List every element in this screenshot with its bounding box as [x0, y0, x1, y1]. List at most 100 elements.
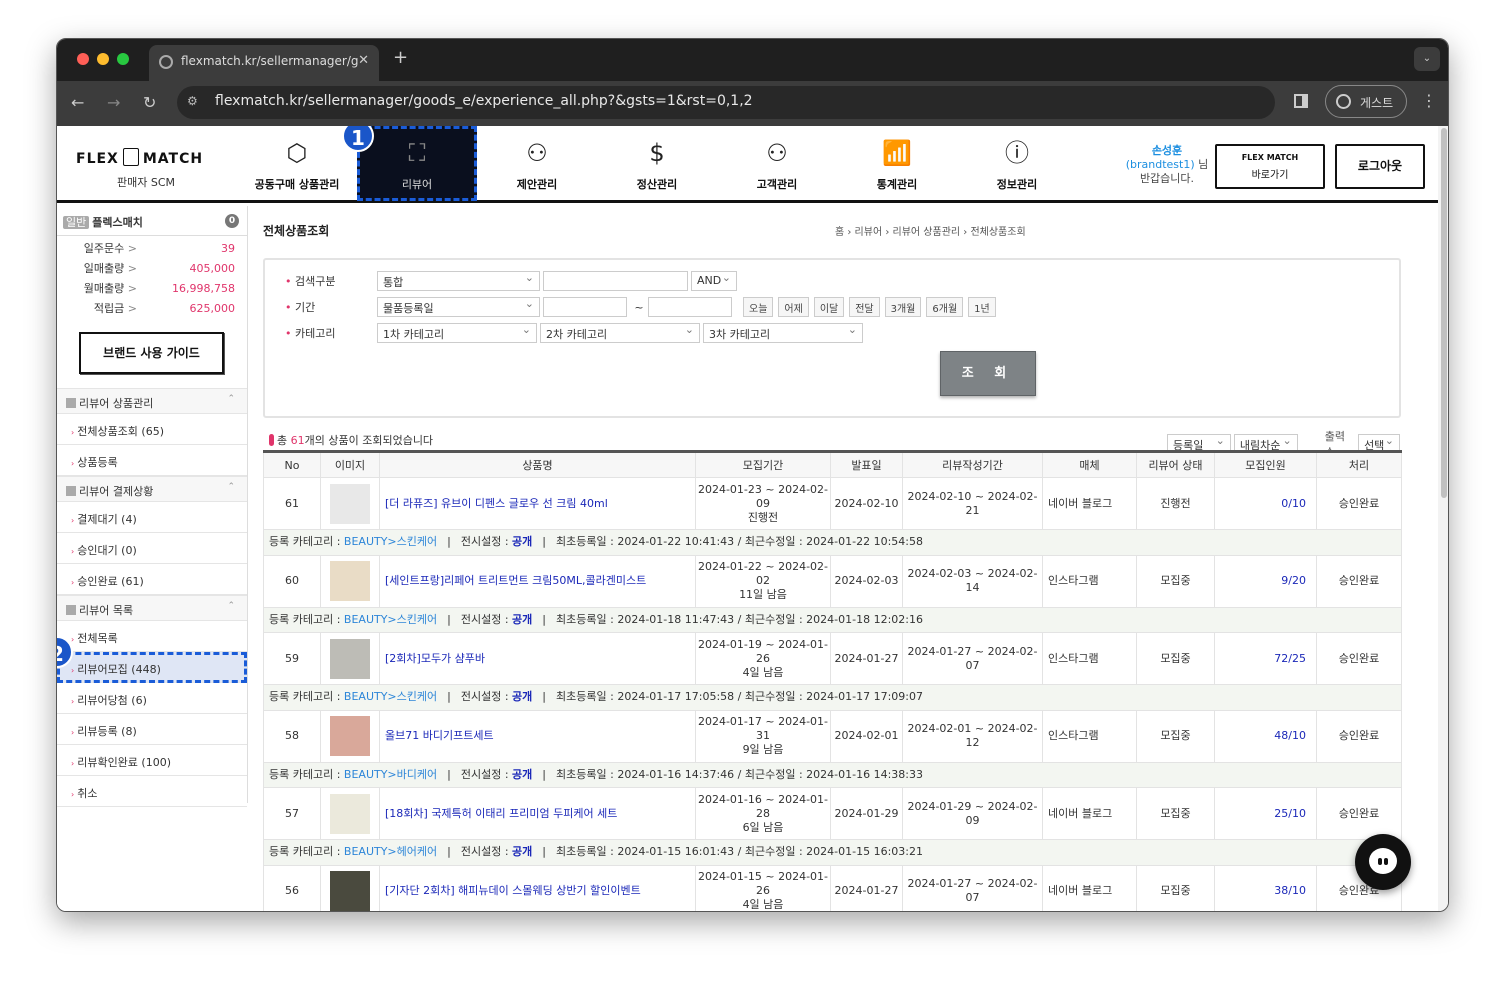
sidebar-item[interactable]: 결제대기 (4) — [57, 502, 247, 533]
nav-label: 고객관리 — [756, 178, 798, 191]
product-thumbnail[interactable] — [330, 638, 370, 679]
category2-select[interactable]: 2차 카테고리 — [540, 323, 700, 343]
keyword-input[interactable] — [543, 271, 688, 291]
recruit-count-link[interactable]: 48/10 — [1214, 709, 1317, 763]
flexmatch-shortcut-button[interactable]: FLEX MATCH 바로가기 — [1215, 144, 1325, 189]
side-panel-icon[interactable] — [1294, 94, 1308, 108]
quick-date-button[interactable]: 전달 — [849, 297, 880, 317]
nav-item-6[interactable]: 📶 통계관리 — [837, 126, 957, 201]
address-bar[interactable]: ⚙ flexmatch.kr/sellermanager/goods_e/exp… — [177, 86, 1275, 119]
tab-search-button[interactable]: ⌄ — [1414, 47, 1440, 71]
maximize-window-button[interactable] — [117, 53, 129, 65]
logic-select[interactable]: AND — [691, 271, 737, 291]
category1-select[interactable]: 1차 카테고리 — [377, 323, 537, 343]
recruit-count-link[interactable]: 0/10 — [1214, 477, 1317, 530]
product-name-link[interactable]: 올브71 바디기프트세트 — [379, 709, 696, 763]
product-thumbnail[interactable] — [330, 716, 370, 756]
page-scrollbar[interactable] — [1438, 126, 1448, 911]
product-name-link[interactable]: [더 라퓨즈] 유브이 디펜스 글로우 선 크림 40ml — [379, 477, 696, 530]
product-name-link[interactable]: [세인트프랑]리페어 트리트먼트 크림50ML,콜라겐미스트 — [379, 554, 696, 608]
period-type-select[interactable]: 물품등록일 — [377, 297, 540, 317]
product-thumbnail[interactable] — [330, 793, 370, 834]
stat-row[interactable]: 월매출량 16,998,758 — [57, 278, 247, 298]
sidebar-item[interactable]: 취소 — [57, 776, 247, 807]
category-link[interactable]: BEAUTY>스킨케어 — [343, 612, 438, 626]
quick-date-button[interactable]: 1년 — [968, 297, 996, 317]
nav-item-2[interactable]: ⛶ 리뷰어 — [357, 126, 477, 201]
flexmatch-logo[interactable]: FLEX MATCH — [76, 148, 203, 167]
nav-item-4[interactable]: $ 정산관리 — [597, 126, 717, 201]
nav-item-7[interactable]: ⓘ 정보관리 — [957, 126, 1077, 201]
sidebar-item[interactable]: 전체상품조회 (65) — [57, 414, 247, 445]
category-link[interactable]: BEAUTY>스킨케어 — [343, 690, 438, 704]
category-link[interactable]: BEAUTY>스킨케어 — [343, 535, 438, 549]
sidebar-section-header[interactable]: 리뷰어 결제상황 ⌃ — [57, 476, 247, 502]
quick-date-button[interactable]: 어제 — [778, 297, 809, 317]
new-tab-button[interactable]: + — [393, 47, 409, 68]
search-type-select[interactable]: 통합 — [377, 271, 540, 291]
nav-item-5[interactable]: ⚇ 고객관리 — [717, 126, 837, 201]
browser-tab[interactable]: flexmatch.kr/sellermanager/g ✕ — [149, 45, 379, 81]
close-window-button[interactable] — [77, 53, 89, 65]
profile-icon — [1336, 94, 1351, 109]
profile-button[interactable]: 게스트 — [1325, 85, 1407, 118]
quick-date-button[interactable]: 이달 — [813, 297, 845, 317]
back-icon[interactable]: ← — [71, 93, 85, 112]
stat-row[interactable]: 일매출량 405,000 — [57, 258, 247, 278]
chat-button[interactable] — [1355, 834, 1411, 890]
minimize-window-button[interactable] — [97, 53, 109, 65]
sidebar-item[interactable]: 리뷰확인완료 (100) — [57, 745, 247, 776]
date-from-input[interactable] — [543, 297, 627, 317]
reload-icon[interactable]: ↻ — [143, 93, 157, 112]
category-link[interactable]: BEAUTY>헤어케어 — [343, 845, 438, 859]
site-settings-icon[interactable]: ⚙ — [187, 94, 198, 108]
nav-item-3[interactable]: ⚇ 제안관리 — [477, 126, 597, 201]
sidebar-item[interactable]: 상품등록 — [57, 445, 247, 476]
sidebar-section-header[interactable]: 리뷰어 목록 ⌃ — [57, 595, 247, 621]
sidebar-item[interactable]: 승인대기 (0) — [57, 533, 247, 564]
sort-order-select[interactable]: 내림차순 — [1233, 434, 1298, 454]
quick-date-button[interactable]: 6개월 — [926, 297, 964, 317]
collapse-icon[interactable]: ⌃ — [227, 482, 235, 492]
display-status[interactable]: 공개 — [512, 612, 533, 626]
category3-select[interactable]: 3차 카테고리 — [703, 323, 863, 343]
recruit-count-link[interactable]: 25/10 — [1214, 787, 1317, 840]
search-submit-button[interactable]: 조 회 — [940, 351, 1036, 396]
sidebar-section-header[interactable]: 리뷰어 상품관리 ⌃ — [57, 388, 247, 414]
sidebar-item[interactable]: 전체목록 — [57, 621, 247, 652]
product-thumbnail[interactable] — [330, 561, 370, 601]
recruit-count-link[interactable]: 38/10 — [1214, 864, 1317, 911]
recruit-count-link[interactable]: 72/25 — [1214, 632, 1317, 685]
display-status[interactable]: 공개 — [512, 767, 533, 781]
scrollbar-thumb[interactable] — [1441, 128, 1447, 498]
display-status[interactable]: 공개 — [512, 690, 533, 704]
product-name-link[interactable]: [18회차] 국제특허 이태리 프리미엄 두피케어 세트 — [379, 787, 696, 840]
logout-button[interactable]: 로그아웃 — [1335, 144, 1425, 189]
forward-icon[interactable]: → — [107, 93, 121, 112]
product-thumbnail[interactable] — [330, 483, 370, 524]
category-link[interactable]: BEAUTY>바디케어 — [343, 767, 438, 781]
quick-date-button[interactable]: 오늘 — [743, 297, 774, 317]
nav-item-1[interactable]: ⬡ 공동구매 상품관리 — [237, 126, 357, 201]
display-status[interactable]: 공개 — [512, 845, 533, 859]
nav-label: 공동구매 상품관리 — [254, 178, 340, 191]
sidebar-item[interactable]: 리뷰어당첨 (6) — [57, 683, 247, 714]
notice-count[interactable]: 0 — [225, 214, 239, 228]
stat-row[interactable]: 일주문수 39 — [57, 238, 247, 258]
collapse-icon[interactable]: ⌃ — [227, 601, 235, 611]
sidebar-item[interactable]: 승인완료 (61) — [57, 564, 247, 595]
browser-menu-icon[interactable]: ⋮ — [1421, 91, 1437, 110]
sidebar-item[interactable]: 리뷰등록 (8) — [57, 714, 247, 745]
date-to-input[interactable] — [648, 297, 732, 317]
quick-date-button[interactable]: 3개월 — [884, 297, 922, 317]
product-thumbnail[interactable] — [330, 871, 370, 911]
close-tab-icon[interactable]: ✕ — [358, 53, 369, 68]
brand-guide-button[interactable]: 브랜드 사용 가이드 — [79, 332, 224, 374]
product-name-link[interactable]: [2회차]모두가 샴푸바 — [379, 632, 696, 685]
stat-row[interactable]: 적립금 625,000 — [57, 298, 247, 318]
collapse-icon[interactable]: ⌃ — [227, 394, 235, 404]
product-name-link[interactable]: [기자단 2회차] 해피뉴데이 스몰웨딩 상반기 할인이벤트 — [379, 864, 696, 911]
display-status[interactable]: 공개 — [512, 535, 533, 549]
recruit-count-link[interactable]: 9/20 — [1214, 554, 1317, 608]
sidebar-item[interactable]: 리뷰어모집 (448) — [57, 652, 247, 683]
